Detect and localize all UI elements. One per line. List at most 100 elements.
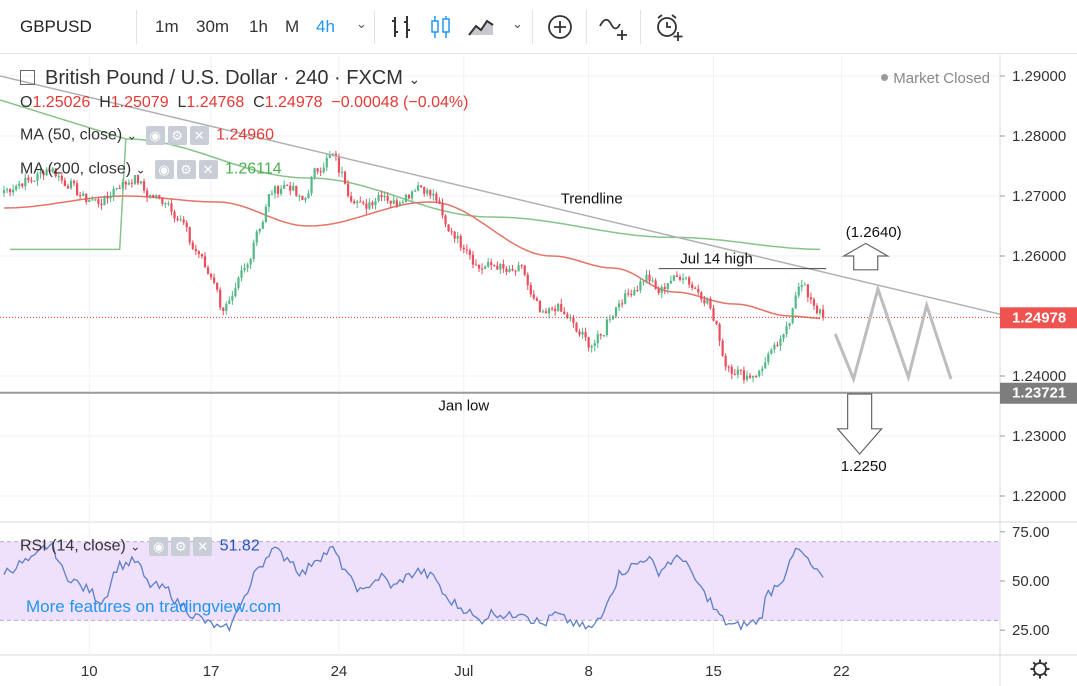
candle-down: [362, 200, 365, 206]
candle-down: [200, 253, 204, 259]
chart-settings-gear-icon[interactable]: [1030, 659, 1050, 679]
candle-body: [563, 311, 566, 315]
settings-gear-icon[interactable]: ⚙: [167, 126, 187, 145]
ma200-label[interactable]: MA (200, close): [20, 160, 132, 178]
candle-up: [374, 197, 377, 210]
candle-body: [764, 362, 767, 369]
candle-body: [715, 320, 718, 325]
candle-body: [815, 305, 819, 314]
interval-dropdown-chevron-icon[interactable]: ⌄: [356, 16, 367, 31]
candle-up: [624, 289, 627, 305]
candle-body: [377, 195, 380, 201]
candle-body: [675, 275, 679, 277]
bar-chart-icon[interactable]: [387, 12, 417, 42]
ma50-chevron-icon[interactable]: ⌄: [126, 128, 137, 143]
candle-body: [758, 370, 761, 377]
candle-body: [453, 231, 456, 239]
candle-body: [57, 175, 60, 177]
candle-down: [191, 240, 194, 251]
collapse-legend-icon[interactable]: [20, 70, 35, 85]
add-compare-icon[interactable]: [545, 12, 575, 42]
candle-body: [75, 183, 79, 196]
area-chart-icon[interactable]: [466, 12, 496, 42]
candle-down: [563, 307, 566, 315]
ma200-legend[interactable]: MA (200, close) ⌄ ◉ ⚙ ✕ 1.26114: [20, 160, 282, 179]
candle-down: [578, 328, 581, 337]
title-chevron-icon[interactable]: ⌄: [408, 71, 421, 87]
candle-body: [480, 268, 484, 270]
candle-body: [267, 194, 271, 207]
candle-body: [276, 186, 280, 194]
candle-up: [273, 184, 277, 199]
candle-up: [57, 174, 60, 182]
candles-icon[interactable]: [426, 12, 456, 42]
jan-low-tag: [1000, 382, 1077, 404]
x-tick-label: 17: [203, 663, 220, 680]
candle-down: [276, 184, 280, 198]
chart-type-chevron-icon[interactable]: ⌄: [512, 16, 523, 31]
ma200-chevron-icon[interactable]: ⌄: [135, 162, 146, 177]
candle-body: [672, 275, 675, 281]
candle-up: [767, 351, 770, 366]
rsi-legend[interactable]: RSI (14, close) ⌄ ◉ ⚙ ✕ 51.82: [20, 537, 260, 556]
price-tick-label: 1.26000: [1012, 248, 1066, 265]
interval-30m-button[interactable]: 30m: [196, 17, 230, 36]
candle-down: [529, 282, 532, 298]
rsi-label[interactable]: RSI (14, close): [20, 537, 126, 555]
candle-body: [456, 235, 459, 239]
candle-body: [103, 196, 106, 206]
candle-body: [331, 153, 334, 155]
chart-title[interactable]: British Pound / U.S. Dollar · 240 · FXCM: [45, 67, 403, 89]
candle-down: [493, 264, 496, 267]
candle-body: [72, 180, 76, 184]
settings-gear-icon[interactable]: ⚙: [176, 160, 196, 179]
interval-1h-button[interactable]: 1h: [249, 17, 268, 36]
candle-down: [636, 285, 639, 292]
candle-down: [182, 216, 185, 225]
candle-body: [273, 186, 277, 194]
candle-body: [219, 289, 222, 308]
remove-close-icon[interactable]: ✕: [198, 160, 218, 179]
alert-icon[interactable]: [654, 12, 684, 42]
candle-up: [325, 153, 328, 172]
candle-body: [767, 353, 770, 363]
symbol-search[interactable]: GBPUSD: [20, 17, 92, 36]
settings-gear-icon[interactable]: ⚙: [171, 537, 191, 556]
remove-close-icon[interactable]: ✕: [193, 537, 213, 556]
candle-down: [554, 305, 557, 316]
candle-up: [231, 290, 234, 305]
remove-close-icon[interactable]: ✕: [189, 126, 209, 145]
candle-body: [407, 194, 411, 199]
interval-month-button[interactable]: M: [285, 17, 300, 36]
candle-down: [8, 188, 12, 197]
candle-body: [231, 296, 234, 301]
candle-body: [621, 303, 624, 305]
candle-body: [505, 268, 508, 273]
candle-down: [544, 308, 548, 314]
candle-up: [51, 167, 54, 173]
promo-link[interactable]: More features on tradingview.com: [26, 597, 282, 616]
rsi-chevron-icon[interactable]: ⌄: [130, 539, 141, 554]
interval-1m-button[interactable]: 1m: [155, 17, 179, 36]
candle-body: [298, 195, 301, 197]
ma50-legend[interactable]: MA (50, close) ⌄ ◉ ⚙ ✕ 1.24960: [20, 126, 274, 145]
candle-body: [15, 186, 18, 190]
visibility-eye-icon[interactable]: ◉: [149, 537, 169, 556]
visibility-eye-icon[interactable]: ◉: [154, 160, 174, 179]
ma50-label[interactable]: MA (50, close): [20, 126, 123, 144]
candle-body: [18, 183, 21, 187]
candle-body: [88, 200, 91, 202]
interval-4h-button[interactable]: 4h: [316, 17, 335, 36]
candle-body: [203, 256, 207, 268]
candle-down: [441, 198, 444, 219]
x-tick-label: 15: [705, 663, 722, 680]
candle-down: [627, 288, 630, 297]
candle-up: [307, 190, 310, 199]
candle-body: [547, 308, 551, 314]
indicators-icon[interactable]: [598, 12, 628, 42]
candle-up: [614, 306, 618, 319]
visibility-eye-icon[interactable]: ◉: [145, 126, 165, 145]
candle-up: [5, 187, 9, 194]
rsi-value: 51.82: [219, 537, 260, 555]
